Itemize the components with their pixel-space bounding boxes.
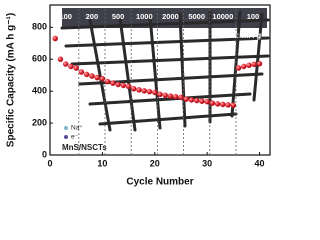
y-tick-label: 600: [32, 54, 47, 64]
data-point: [73, 65, 79, 71]
data-point: [120, 82, 127, 89]
data-point: [125, 83, 132, 90]
data-point: [230, 102, 237, 109]
rate-label: 1000: [136, 12, 153, 21]
data-point: [209, 100, 216, 106]
data-point: [220, 101, 226, 108]
rate-label: 100: [247, 12, 260, 21]
y-axis-label: Specific Capacity (mA h g⁻¹): [6, 13, 17, 147]
data-point: [246, 62, 252, 69]
data-point: [78, 69, 85, 75]
data-point: [256, 60, 263, 67]
nanotube-mesh: [60, 8, 270, 132]
data-point: [62, 61, 69, 67]
data-point: [89, 73, 95, 79]
material-label: MnS/NSCTs: [62, 143, 107, 152]
data-point: [251, 61, 258, 68]
y-tick-label: 800: [32, 22, 47, 32]
data-point: [110, 80, 116, 86]
data-point: [157, 91, 163, 98]
unit-label: Unit: mA g⁻¹: [221, 31, 268, 40]
data-point: [146, 88, 153, 95]
x-tick-label: 20: [150, 158, 160, 168]
data-point: [241, 63, 247, 70]
data-point: [199, 98, 205, 104]
rate-label: 2000: [162, 12, 179, 21]
x-tick-label: 10: [97, 158, 107, 168]
data-point: [167, 93, 174, 99]
data-point: [68, 63, 74, 70]
data-point: [99, 75, 106, 82]
x-tick-label: 30: [202, 158, 212, 168]
electron-legend: e⁻: [71, 134, 79, 141]
y-tick-label: 400: [32, 86, 47, 96]
data-point: [136, 87, 142, 93]
data-point: [193, 97, 200, 104]
ion-symbol: [64, 126, 68, 130]
x-tick-label: 40: [255, 158, 265, 168]
rate-label: 100: [59, 12, 72, 21]
data-point: [131, 86, 137, 92]
data-point: [235, 65, 242, 71]
x-tick-label: 0: [47, 158, 52, 168]
y-tick-label: 200: [32, 117, 47, 127]
ion-legend: Na⁺: [71, 125, 83, 132]
data-point: [188, 97, 195, 103]
data-point: [83, 71, 90, 78]
rate-label: 10000: [212, 12, 233, 21]
data-point: [225, 102, 231, 108]
data-point: [172, 94, 179, 100]
data-point: [183, 96, 189, 102]
data-point: [152, 89, 158, 96]
data-point: [94, 74, 100, 81]
data-point: [115, 81, 121, 88]
rate-label: 500: [112, 12, 125, 21]
y-tick-label: 0: [42, 149, 47, 159]
data-point: [204, 98, 210, 105]
chart: 100 200 500 1000 2000 5000 10000 100 MnS/NSCTs …: [6, 4, 271, 188]
data-point: [214, 101, 221, 107]
data-point: [104, 78, 111, 85]
data-point: [162, 92, 168, 99]
data-point: [141, 88, 148, 94]
data-point: [57, 56, 64, 63]
electron-symbol: [64, 135, 68, 139]
rate-label: 200: [86, 12, 99, 21]
x-axis-label: Cycle Number: [126, 177, 193, 188]
data-point: [52, 35, 58, 42]
data-point: [178, 94, 184, 101]
rate-label: 5000: [188, 12, 205, 21]
